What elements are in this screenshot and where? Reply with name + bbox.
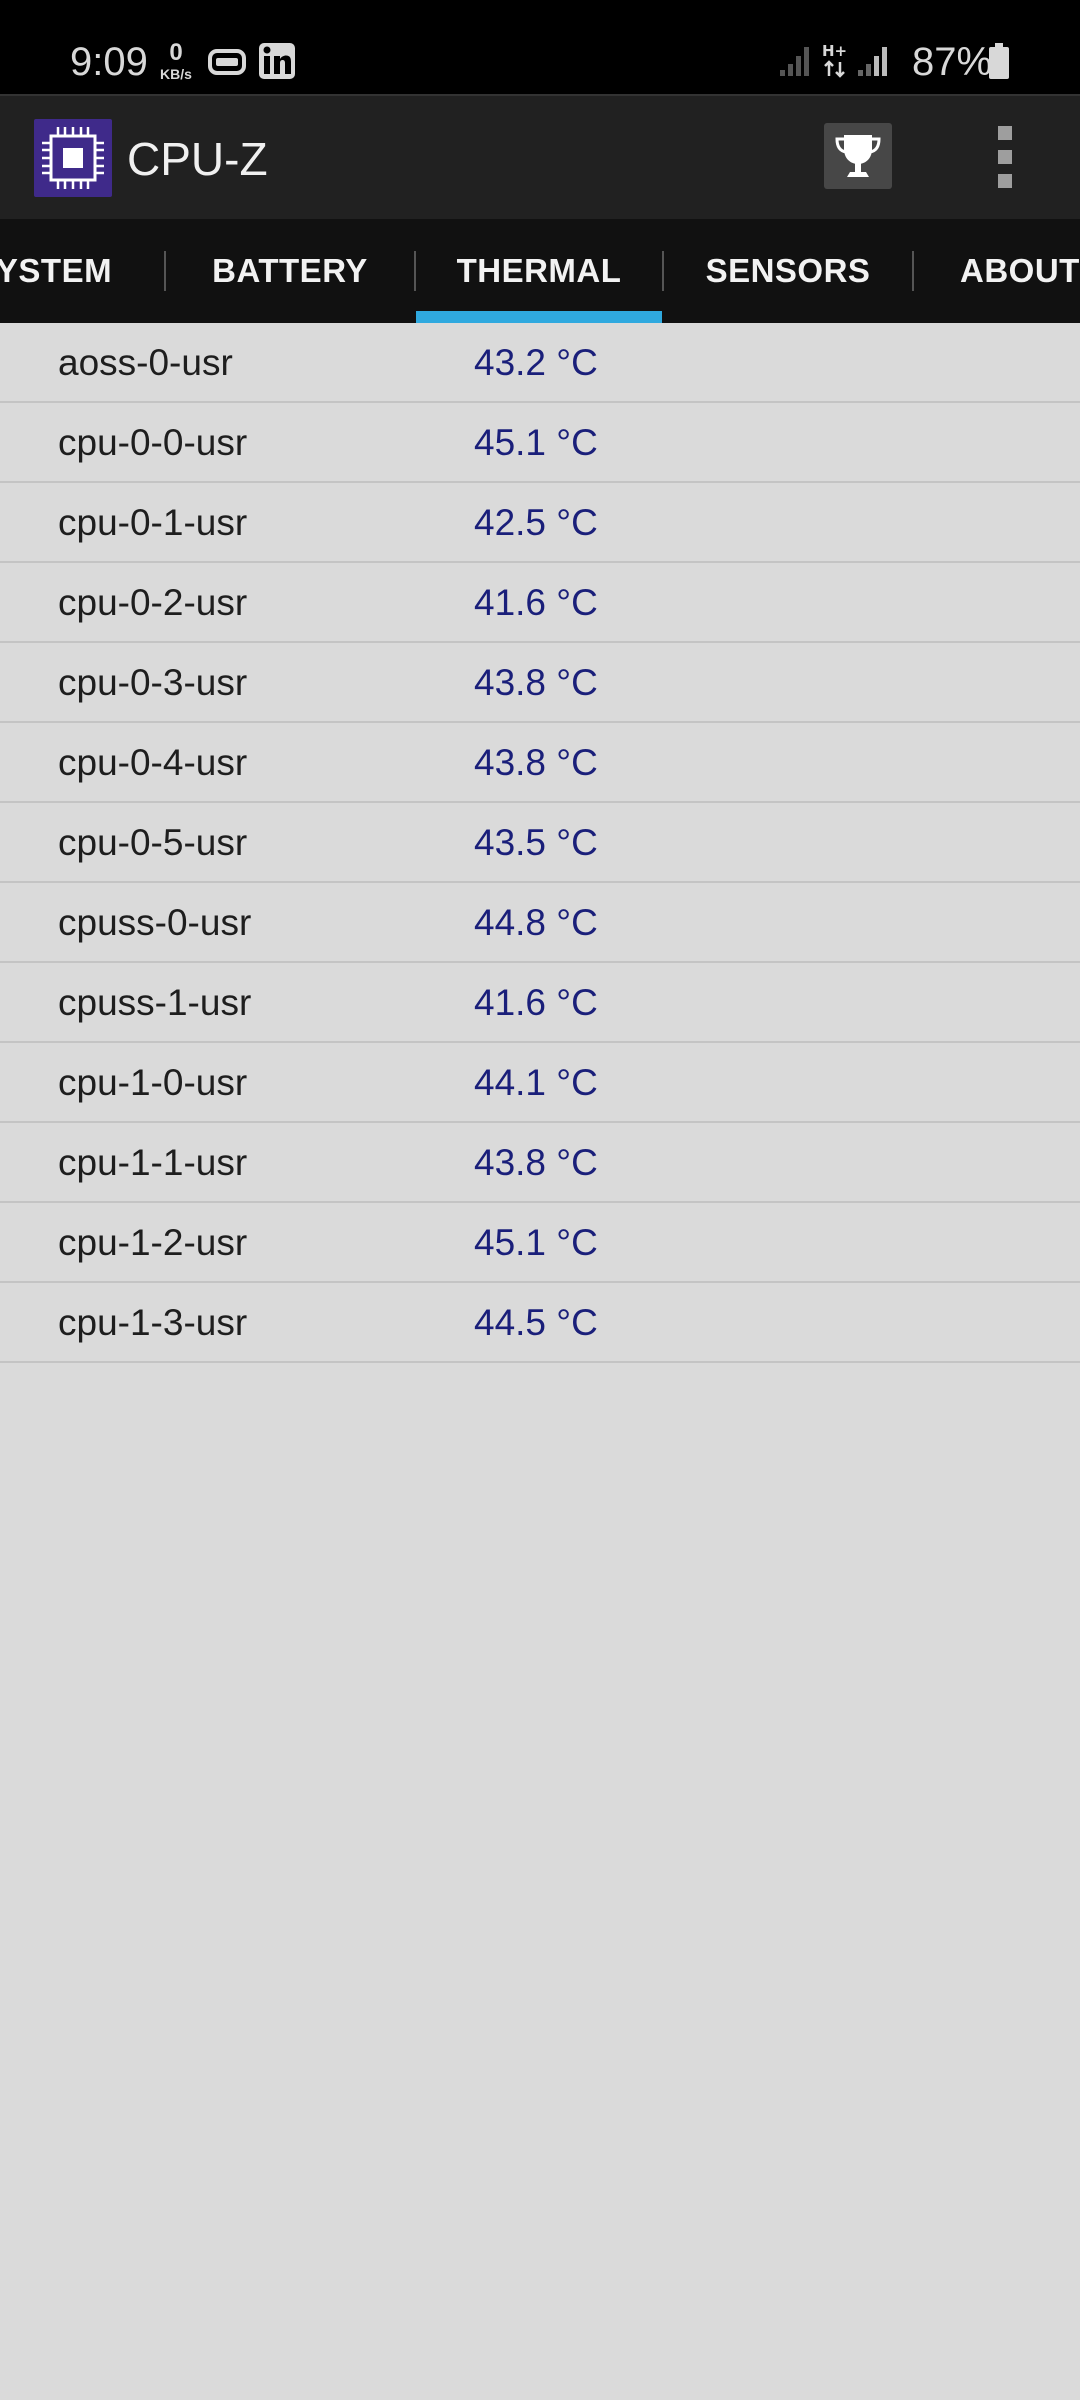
active-tab-indicator: [416, 311, 662, 323]
thermal-zone-name: cpu-1-1-usr: [58, 1142, 248, 1183]
tab-about[interactable]: ABOUT: [960, 252, 1080, 289]
thermal-row: cpu-1-2-usr 45.1 °C: [0, 1203, 1080, 1283]
signal-icon-2: [858, 47, 887, 76]
status-bar: 9:09 0 KB/s H+ 87%: [0, 0, 1080, 94]
thermal-row: aoss-0-usr 43.2 °C: [0, 323, 1080, 403]
thermal-zone-name: cpuss-0-usr: [58, 902, 252, 943]
status-time: 9:09: [70, 40, 148, 84]
app-title: CPU-Z: [127, 133, 268, 185]
thermal-zone-name: cpu-0-4-usr: [58, 742, 248, 783]
thermal-zone-value: 41.6 °C: [474, 982, 598, 1023]
network-speed: 0 KB/s: [156, 39, 196, 83]
network-type-label: H+: [822, 42, 847, 60]
tab-divider: [164, 251, 166, 291]
network-speed-value: 0: [169, 39, 183, 66]
tab-bar: YSTEM BATTERY THERMAL SENSORS ABOUT: [0, 219, 1080, 323]
thermal-zone-name: cpu-1-2-usr: [58, 1222, 248, 1263]
tab-divider: [662, 251, 664, 291]
app-logo: [34, 119, 112, 197]
thermal-row: cpu-1-3-usr 44.5 °C: [0, 1283, 1080, 1363]
network-type-icon: H+: [822, 42, 847, 78]
linkedin-icon: [259, 43, 295, 79]
thermal-zone-name: cpu-0-0-usr: [58, 422, 248, 463]
cpu-chip-icon: [42, 127, 104, 189]
thermal-list[interactable]: aoss-0-usr 43.2 °C cpu-0-0-usr 45.1 °C cpu-0…: [0, 323, 1080, 1363]
tab-thermal[interactable]: THERMAL: [456, 252, 622, 289]
benchmark-button[interactable]: [824, 123, 892, 189]
thermal-zone-value: 43.8 °C: [474, 662, 598, 703]
trophy-icon: [835, 135, 881, 177]
thermal-zone-name: cpu-0-1-usr: [58, 502, 248, 543]
thermal-zone-name: cpu-0-2-usr: [58, 582, 248, 623]
hdd-icon: [208, 49, 246, 75]
thermal-zone-value: 44.8 °C: [474, 902, 598, 943]
tab-sensors[interactable]: SENSORS: [705, 252, 871, 289]
thermal-zone-name: cpuss-1-usr: [58, 982, 252, 1023]
overflow-dot: [998, 150, 1012, 164]
thermal-zone-name: cpu-0-3-usr: [58, 662, 248, 703]
thermal-zone-value: 41.6 °C: [474, 582, 598, 623]
thermal-zone-value: 45.1 °C: [474, 1222, 598, 1263]
thermal-row: cpu-0-4-usr 43.8 °C: [0, 723, 1080, 803]
thermal-zone-name: aoss-0-usr: [58, 342, 233, 383]
thermal-row: cpu-0-2-usr 41.6 °C: [0, 563, 1080, 643]
thermal-row: cpu-0-1-usr 42.5 °C: [0, 483, 1080, 563]
thermal-zone-value: 42.5 °C: [474, 502, 598, 543]
overflow-menu-icon[interactable]: [984, 126, 1028, 190]
tab-battery[interactable]: BATTERY: [212, 252, 368, 289]
thermal-zone-name: cpu-0-5-usr: [58, 822, 248, 863]
thermal-zone-name: cpu-1-3-usr: [58, 1302, 248, 1343]
thermal-zone-value: 43.8 °C: [474, 1142, 598, 1183]
tab-system[interactable]: YSTEM: [0, 252, 113, 289]
battery-icon: [989, 43, 1009, 79]
battery-percent: 87%: [912, 40, 993, 84]
network-speed-unit: KB/s: [160, 66, 192, 82]
thermal-row: cpu-0-3-usr 43.8 °C: [0, 643, 1080, 723]
thermal-row: cpu-1-0-usr 44.1 °C: [0, 1043, 1080, 1123]
thermal-zone-value: 43.2 °C: [474, 342, 598, 383]
thermal-row: cpu-0-0-usr 45.1 °C: [0, 403, 1080, 483]
overflow-dot: [998, 126, 1012, 140]
thermal-zone-value: 44.5 °C: [474, 1302, 598, 1343]
thermal-zone-name: cpu-1-0-usr: [58, 1062, 248, 1103]
overflow-dot: [998, 174, 1012, 188]
thermal-row: cpuss-1-usr 41.6 °C: [0, 963, 1080, 1043]
app-bar: CPU-Z: [0, 94, 1080, 219]
thermal-zone-value: 43.5 °C: [474, 822, 598, 863]
thermal-row: cpuss-0-usr 44.8 °C: [0, 883, 1080, 963]
thermal-row: cpu-0-5-usr 43.5 °C: [0, 803, 1080, 883]
thermal-row: cpu-1-1-usr 43.8 °C: [0, 1123, 1080, 1203]
thermal-zone-value: 45.1 °C: [474, 422, 598, 463]
tab-divider: [414, 251, 416, 291]
signal-icon: [780, 47, 809, 76]
tab-divider: [912, 251, 914, 291]
thermal-zone-value: 44.1 °C: [474, 1062, 598, 1103]
thermal-zone-value: 43.8 °C: [474, 742, 598, 783]
